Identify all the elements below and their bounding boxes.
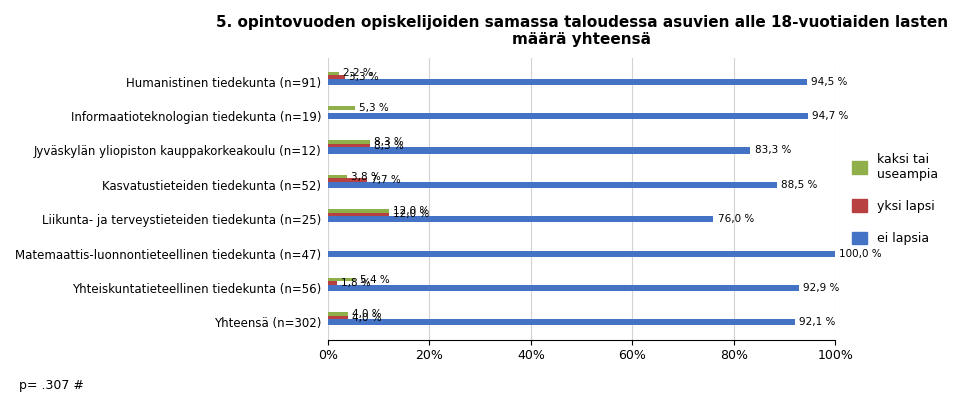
Bar <box>328 79 807 85</box>
Bar <box>328 316 348 319</box>
Text: 4,0 %: 4,0 % <box>352 309 382 319</box>
Bar <box>328 250 835 257</box>
Title: 5. opintovuoden opiskelijoiden samassa taloudessa asuvien alle 18-vuotiaiden las: 5. opintovuoden opiskelijoiden samassa t… <box>216 15 948 48</box>
Bar <box>328 319 795 325</box>
Text: 92,1 %: 92,1 % <box>799 318 835 327</box>
Text: 92,9 %: 92,9 % <box>804 283 840 293</box>
Text: 88,5 %: 88,5 % <box>780 180 817 190</box>
Text: 8,3 %: 8,3 % <box>374 141 404 151</box>
Bar <box>328 72 339 75</box>
Text: 12,0 %: 12,0 % <box>393 209 429 219</box>
Text: 3,3 %: 3,3 % <box>348 72 378 82</box>
Text: 100,0 %: 100,0 % <box>839 249 882 259</box>
Text: 83,3 %: 83,3 % <box>755 145 791 156</box>
Text: 7,7 %: 7,7 % <box>372 175 401 185</box>
Text: 5,4 %: 5,4 % <box>359 275 389 285</box>
Bar <box>328 113 808 119</box>
Bar <box>328 147 751 154</box>
Legend: kaksi tai
useampia, yksi lapsi, ei lapsia: kaksi tai useampia, yksi lapsi, ei lapsi… <box>847 147 943 250</box>
Text: 3,8 %: 3,8 % <box>351 172 381 182</box>
Bar <box>328 182 777 188</box>
Text: 2,2 %: 2,2 % <box>344 68 373 79</box>
Bar <box>328 285 799 291</box>
Bar <box>328 106 355 110</box>
Text: 94,5 %: 94,5 % <box>811 77 848 87</box>
Text: 76,0 %: 76,0 % <box>717 214 754 224</box>
Text: 94,7 %: 94,7 % <box>812 111 849 121</box>
Text: 4,0 %: 4,0 % <box>352 312 382 323</box>
Text: 5,3 %: 5,3 % <box>359 103 389 113</box>
Text: 8,3 %: 8,3 % <box>374 137 404 147</box>
Bar <box>328 144 371 147</box>
Bar <box>328 178 367 182</box>
Bar <box>328 75 345 79</box>
Bar <box>328 175 348 178</box>
Bar <box>328 209 389 213</box>
Bar <box>328 312 348 316</box>
Text: 12,0 %: 12,0 % <box>393 206 429 216</box>
Text: 1,8 %: 1,8 % <box>341 278 371 288</box>
Bar <box>328 140 371 144</box>
Bar <box>328 278 355 281</box>
Bar <box>328 216 713 222</box>
Bar <box>328 281 337 285</box>
Bar <box>328 213 389 216</box>
Text: p= .307 #: p= .307 # <box>19 379 84 392</box>
